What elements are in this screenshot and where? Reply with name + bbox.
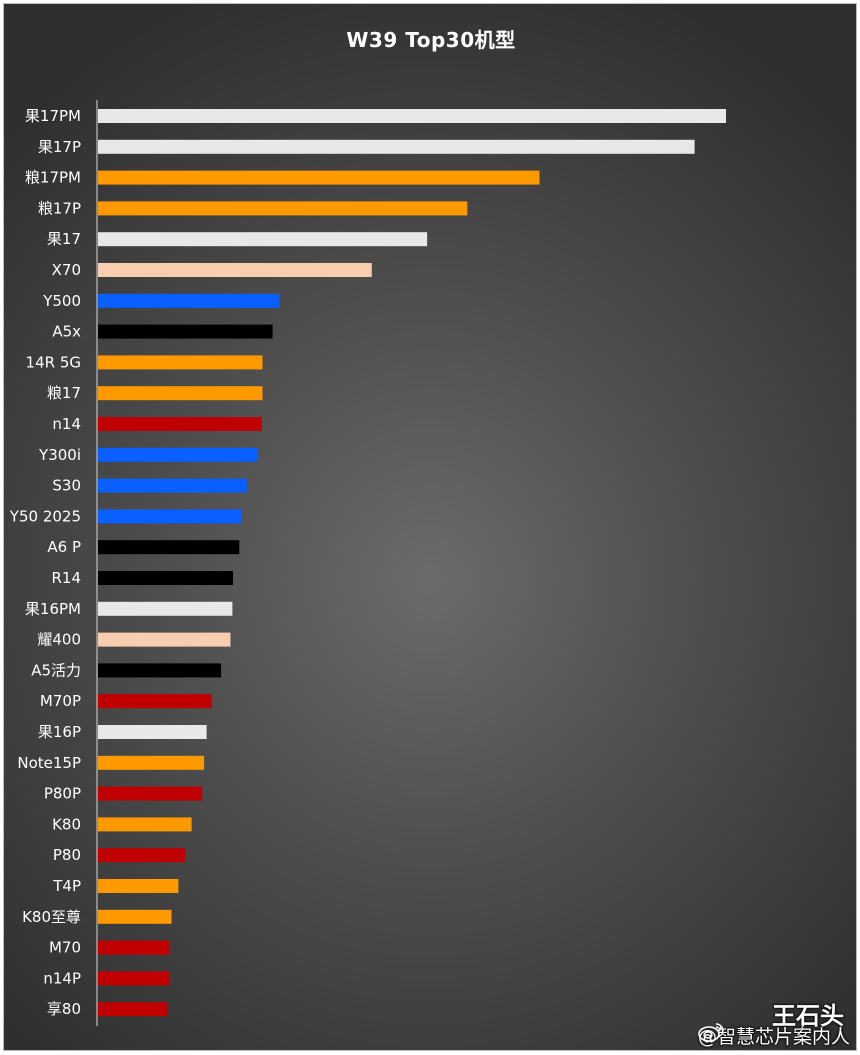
category-label: M70 <box>49 939 81 957</box>
bar <box>98 263 372 277</box>
category-label: n14 <box>52 415 81 433</box>
category-label: Y500 <box>42 292 81 310</box>
category-label: 粮17 <box>47 384 81 402</box>
bar <box>98 109 726 123</box>
bar <box>98 755 205 770</box>
category-label: 耀400 <box>37 631 81 649</box>
category-label: 14R 5G <box>26 353 81 371</box>
watermark: @智慧芯片案内人 <box>698 1022 850 1049</box>
bar <box>98 170 540 185</box>
bar <box>98 632 231 647</box>
bar <box>98 694 212 709</box>
bar <box>98 786 203 801</box>
bar <box>98 817 192 832</box>
category-label: M70P <box>40 692 81 710</box>
watermark-handle: @智慧芯片案内人 <box>697 1026 850 1048</box>
bar <box>98 848 186 863</box>
category-label: P80P <box>44 785 81 803</box>
bar <box>98 324 273 339</box>
bar <box>98 571 233 585</box>
bar <box>98 601 233 616</box>
bar <box>98 293 280 308</box>
category-label: A5活力 <box>31 661 81 679</box>
bar <box>98 447 259 462</box>
category-label: 果17 <box>47 230 81 248</box>
chart-frame: W39 Top30机型 果17PM 果17P 粮17PM 粮17P 果17 X70 Y500… <box>3 3 857 1051</box>
bar <box>98 201 468 216</box>
bar <box>98 232 428 247</box>
category-label: S30 <box>52 477 81 495</box>
category-label: K80 <box>52 815 81 833</box>
category-label: P80 <box>53 846 81 864</box>
category-label: Note15P <box>17 754 81 772</box>
category-label: 粮17P <box>38 199 81 217</box>
bar-chart: 果17PM 果17P 粮17PM 粮17P 果17 X70 Y500 A5x 14R 5G 粮17… <box>9 100 726 1026</box>
bar <box>98 663 222 678</box>
category-label: K80至尊 <box>22 908 81 926</box>
category-label: Y300i <box>38 446 81 464</box>
category-label: n14P <box>43 969 81 987</box>
watermark-name: 王石头 <box>772 1002 844 1030</box>
category-label: X70 <box>52 261 81 279</box>
category-label: 果17P <box>38 138 81 156</box>
category-label: Y50 2025 <box>9 507 81 525</box>
category-label: A6 P <box>47 538 81 556</box>
bar <box>98 139 695 154</box>
bar <box>98 1002 168 1017</box>
category-label: 享80 <box>47 1000 81 1018</box>
bar <box>98 940 169 955</box>
chart-title: W39 Top30机型 <box>346 28 516 52</box>
bar <box>98 478 247 493</box>
category-label: 果17PM <box>25 107 81 125</box>
category-label: 果16PM <box>25 600 81 618</box>
bar <box>98 509 242 524</box>
bar <box>98 540 240 555</box>
weibo-icon <box>698 1023 724 1042</box>
bar <box>98 417 262 431</box>
category-label: 果16P <box>38 723 81 741</box>
category-label: R14 <box>51 569 81 587</box>
bar <box>98 725 207 739</box>
bar <box>98 386 263 401</box>
category-label: 粮17PM <box>25 169 81 187</box>
category-label: T4P <box>52 877 81 895</box>
bar <box>98 971 169 986</box>
category-label: A5x <box>52 323 81 341</box>
bar <box>98 355 263 370</box>
bar <box>98 879 179 893</box>
bar <box>98 909 172 924</box>
